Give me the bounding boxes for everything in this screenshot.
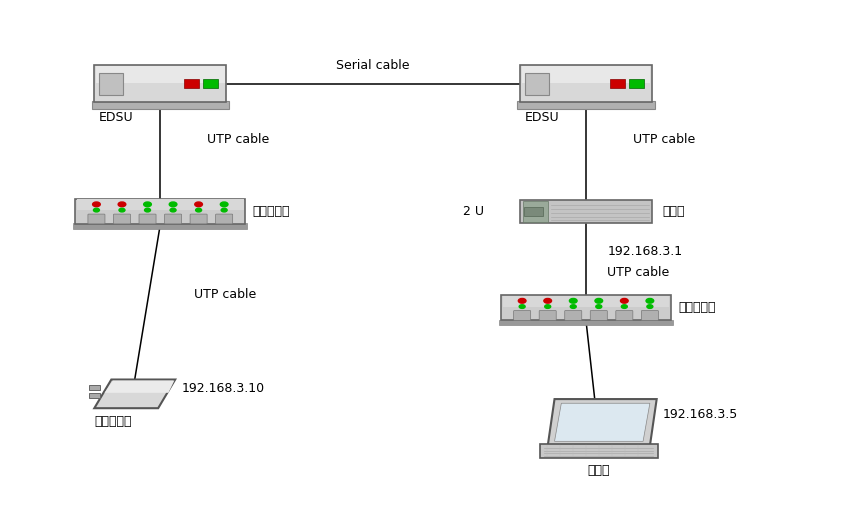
Circle shape [169, 202, 177, 207]
Bar [499, 320, 673, 325]
Text: 2 U: 2 U [463, 205, 483, 218]
Circle shape [621, 305, 627, 308]
Text: EDSU: EDSU [99, 111, 134, 124]
Polygon shape [94, 379, 175, 408]
Circle shape [221, 208, 227, 212]
Circle shape [647, 305, 653, 308]
Bar [89, 385, 99, 390]
FancyBboxPatch shape [641, 310, 658, 320]
Text: UTP cable: UTP cable [632, 133, 695, 146]
Bar [99, 73, 123, 94]
FancyBboxPatch shape [539, 310, 556, 320]
Text: 192.168.3.10: 192.168.3.10 [182, 382, 265, 395]
Circle shape [93, 202, 100, 207]
Circle shape [118, 202, 126, 207]
Bar [502, 296, 669, 307]
FancyBboxPatch shape [190, 214, 207, 224]
Text: UTP cable: UTP cable [207, 133, 269, 146]
Bar [96, 66, 225, 83]
Bar [184, 79, 200, 89]
FancyBboxPatch shape [88, 214, 105, 224]
Bar [523, 201, 548, 221]
Bar [92, 101, 229, 109]
Circle shape [93, 208, 99, 212]
Circle shape [596, 305, 602, 308]
Circle shape [570, 305, 576, 308]
Text: 192.168.3.5: 192.168.3.5 [662, 408, 738, 421]
Bar [518, 101, 655, 109]
Text: UTP cable: UTP cable [195, 288, 256, 301]
Bar [77, 199, 243, 210]
FancyBboxPatch shape [94, 65, 226, 102]
Bar [500, 295, 671, 320]
Bar [520, 200, 652, 223]
Circle shape [620, 298, 628, 303]
Text: 노트북: 노트북 [588, 464, 610, 477]
Circle shape [195, 208, 201, 212]
Bar [74, 223, 247, 229]
Circle shape [195, 202, 202, 207]
Polygon shape [548, 399, 656, 446]
Text: 지진관측기: 지진관측기 [95, 415, 132, 428]
Text: UTP cable: UTP cable [608, 266, 669, 279]
Circle shape [518, 298, 526, 303]
Circle shape [144, 202, 152, 207]
Text: 허브스위치: 허브스위치 [252, 205, 290, 218]
FancyBboxPatch shape [139, 214, 156, 224]
Circle shape [220, 202, 228, 207]
Bar [203, 79, 219, 89]
Text: 192.168.3.1: 192.168.3.1 [608, 245, 682, 258]
Bar [89, 393, 99, 398]
Text: 허브스위치: 허브스위치 [678, 301, 716, 314]
Circle shape [119, 208, 125, 212]
Text: 라우터: 라우터 [662, 205, 685, 218]
Circle shape [145, 208, 151, 212]
Text: Serial cable: Serial cable [337, 59, 410, 72]
Text: EDSU: EDSU [524, 111, 560, 124]
Bar [525, 73, 549, 94]
Bar [540, 444, 657, 458]
Circle shape [545, 305, 551, 308]
FancyBboxPatch shape [520, 65, 652, 102]
FancyBboxPatch shape [113, 214, 130, 224]
Bar [610, 79, 625, 89]
FancyBboxPatch shape [513, 310, 530, 320]
Circle shape [595, 298, 602, 303]
FancyBboxPatch shape [590, 310, 608, 320]
Bar [628, 79, 644, 89]
FancyBboxPatch shape [165, 214, 182, 224]
Circle shape [170, 208, 176, 212]
Polygon shape [105, 380, 174, 393]
Bar [522, 66, 650, 83]
FancyBboxPatch shape [565, 310, 582, 320]
Bar [524, 207, 543, 216]
Circle shape [519, 305, 525, 308]
Circle shape [569, 298, 577, 303]
FancyBboxPatch shape [216, 214, 232, 224]
Bar [75, 199, 245, 224]
FancyBboxPatch shape [616, 310, 632, 320]
Circle shape [544, 298, 552, 303]
Circle shape [646, 298, 654, 303]
Polygon shape [554, 403, 650, 441]
